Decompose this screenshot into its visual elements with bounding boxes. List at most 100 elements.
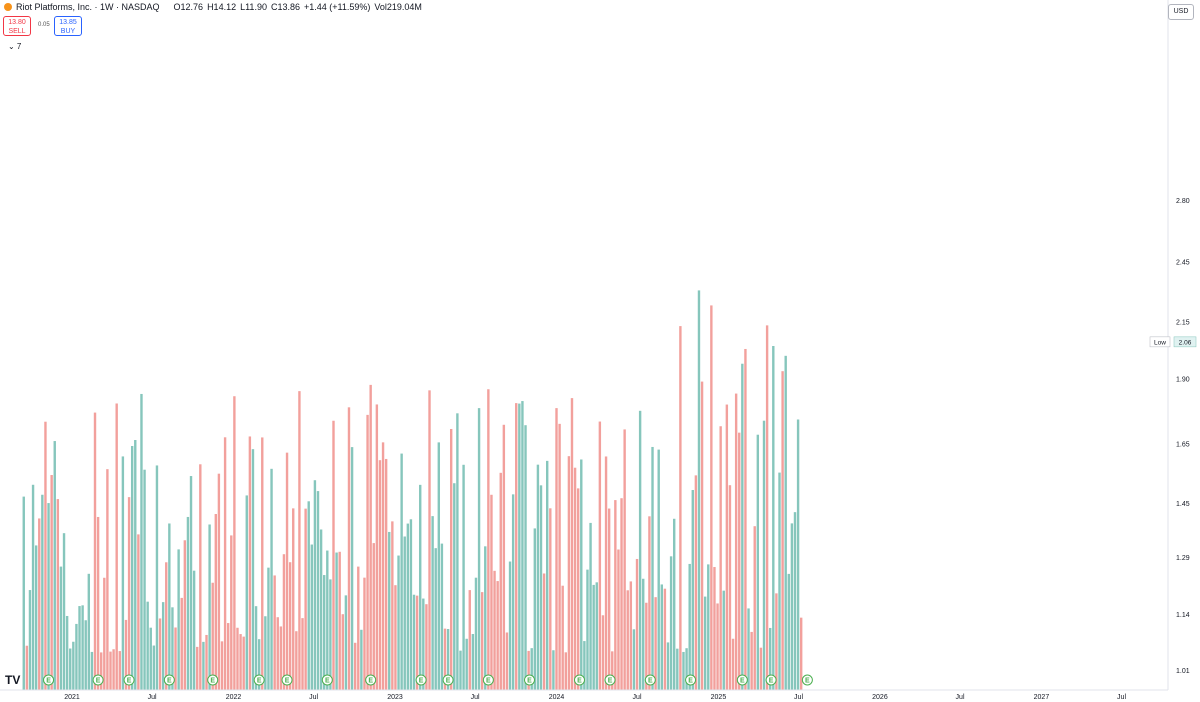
volume-bar	[353, 642, 357, 690]
volume-bar	[28, 590, 32, 690]
earnings-circle	[253, 674, 265, 686]
volume-bar	[731, 638, 735, 690]
earnings-circle	[801, 674, 813, 686]
earnings-marker[interactable]: E	[482, 674, 494, 686]
volume-bar	[425, 604, 428, 690]
volume-bar	[276, 617, 279, 690]
volume-bar	[174, 627, 177, 690]
volume-bar	[155, 465, 159, 690]
earnings-circle	[207, 674, 219, 686]
volume-bar	[397, 555, 400, 690]
volume-bar	[31, 484, 35, 690]
low-tag-label: Low	[1154, 339, 1166, 346]
volume-bar	[642, 578, 645, 690]
earnings-marker[interactable]: E	[524, 674, 536, 686]
earnings-label: E	[577, 678, 582, 685]
earnings-marker[interactable]: E	[415, 674, 427, 686]
volume-bar	[669, 556, 673, 690]
volume-bar	[440, 543, 444, 690]
volume-bar	[406, 523, 410, 690]
buy-button[interactable]: 13.85 BUY	[54, 16, 82, 36]
earnings-label: E	[257, 678, 262, 685]
volume-bar	[747, 608, 750, 690]
volume-bar	[468, 590, 471, 690]
volume-bar	[388, 531, 391, 690]
earnings-marker[interactable]: E	[281, 674, 293, 686]
volume-bar	[784, 355, 787, 690]
earnings-marker[interactable]: E	[644, 674, 656, 686]
earnings-marker[interactable]: E	[92, 674, 104, 686]
volume-bar	[607, 508, 611, 690]
volume-bar	[304, 508, 307, 690]
volume-bar	[685, 648, 688, 690]
volume-bar	[403, 536, 406, 690]
volume-bar	[471, 634, 475, 690]
earnings-marker[interactable]: E	[604, 674, 616, 686]
volume-bar	[781, 371, 784, 690]
sell-label: SELL	[8, 28, 26, 35]
volume-bar	[796, 419, 800, 690]
earnings-marker[interactable]: E	[253, 674, 265, 686]
time-axis-tick: Jul	[1117, 694, 1126, 701]
volume-bar	[734, 393, 738, 690]
volume-bar	[756, 434, 760, 690]
earnings-circle	[736, 674, 748, 686]
earnings-marker[interactable]: E	[736, 674, 748, 686]
indicators-toggle[interactable]: ⌄ 7	[8, 42, 22, 51]
volume-bar	[87, 573, 91, 690]
volume-bar	[53, 441, 56, 690]
volume-bar	[338, 551, 341, 690]
volume-bar	[790, 523, 794, 690]
earnings-circle	[163, 674, 175, 686]
earnings-marker[interactable]: E	[207, 674, 219, 686]
volume-bar	[635, 558, 639, 690]
volume-bar	[226, 623, 230, 690]
symbol-title[interactable]: Riot Platforms, Inc. · 1W · NASDAQ	[16, 2, 160, 12]
volume-bar	[347, 407, 351, 690]
earnings-label: E	[325, 678, 330, 685]
earnings-marker[interactable]: E	[43, 674, 55, 686]
volume-bar	[716, 603, 719, 690]
earnings-marker[interactable]: E	[123, 674, 135, 686]
volume-bar	[707, 564, 710, 690]
earnings-label: E	[210, 678, 215, 685]
volume-bar	[422, 598, 425, 690]
earnings-marker[interactable]: E	[574, 674, 586, 686]
volume-bar	[360, 629, 363, 690]
volume-bar	[499, 472, 502, 690]
earnings-marker[interactable]: E	[321, 674, 333, 686]
volume-bar	[313, 480, 317, 690]
volume-bar	[22, 496, 25, 690]
sell-button[interactable]: 13.80 SELL	[3, 16, 31, 36]
volume-bar	[465, 638, 468, 690]
price-axis-tick: 1.65	[1176, 442, 1190, 449]
volume-bar	[236, 627, 239, 690]
earnings-marker[interactable]: E	[765, 674, 777, 686]
earnings-marker[interactable]: E	[442, 674, 454, 686]
earnings-marker[interactable]: E	[365, 674, 377, 686]
earnings-circle	[281, 674, 293, 686]
volume-bar	[372, 543, 375, 690]
time-axis-tick: Jul	[471, 694, 480, 701]
volume-bar	[703, 596, 707, 690]
price-axis-tick: 2.45	[1176, 259, 1190, 266]
volume-bar	[496, 581, 499, 690]
volume-bar	[676, 648, 679, 690]
tradingview-logo-icon: TV	[5, 673, 20, 687]
earnings-marker[interactable]: E	[801, 674, 813, 686]
earnings-marker[interactable]: E	[685, 674, 697, 686]
earnings-circle	[574, 674, 586, 686]
volume-bar	[310, 544, 314, 690]
volume-bar	[344, 595, 348, 690]
currency-button[interactable]: USD	[1168, 4, 1194, 20]
earnings-label: E	[446, 678, 451, 685]
volume-bar	[41, 494, 44, 690]
volume-bar	[629, 581, 633, 690]
volume-bar	[728, 485, 732, 690]
volume-bar	[307, 501, 310, 690]
earnings-marker[interactable]: E	[163, 674, 175, 686]
volume-bar	[332, 420, 335, 690]
volume-bar	[744, 348, 747, 690]
volume-bar	[769, 627, 772, 690]
